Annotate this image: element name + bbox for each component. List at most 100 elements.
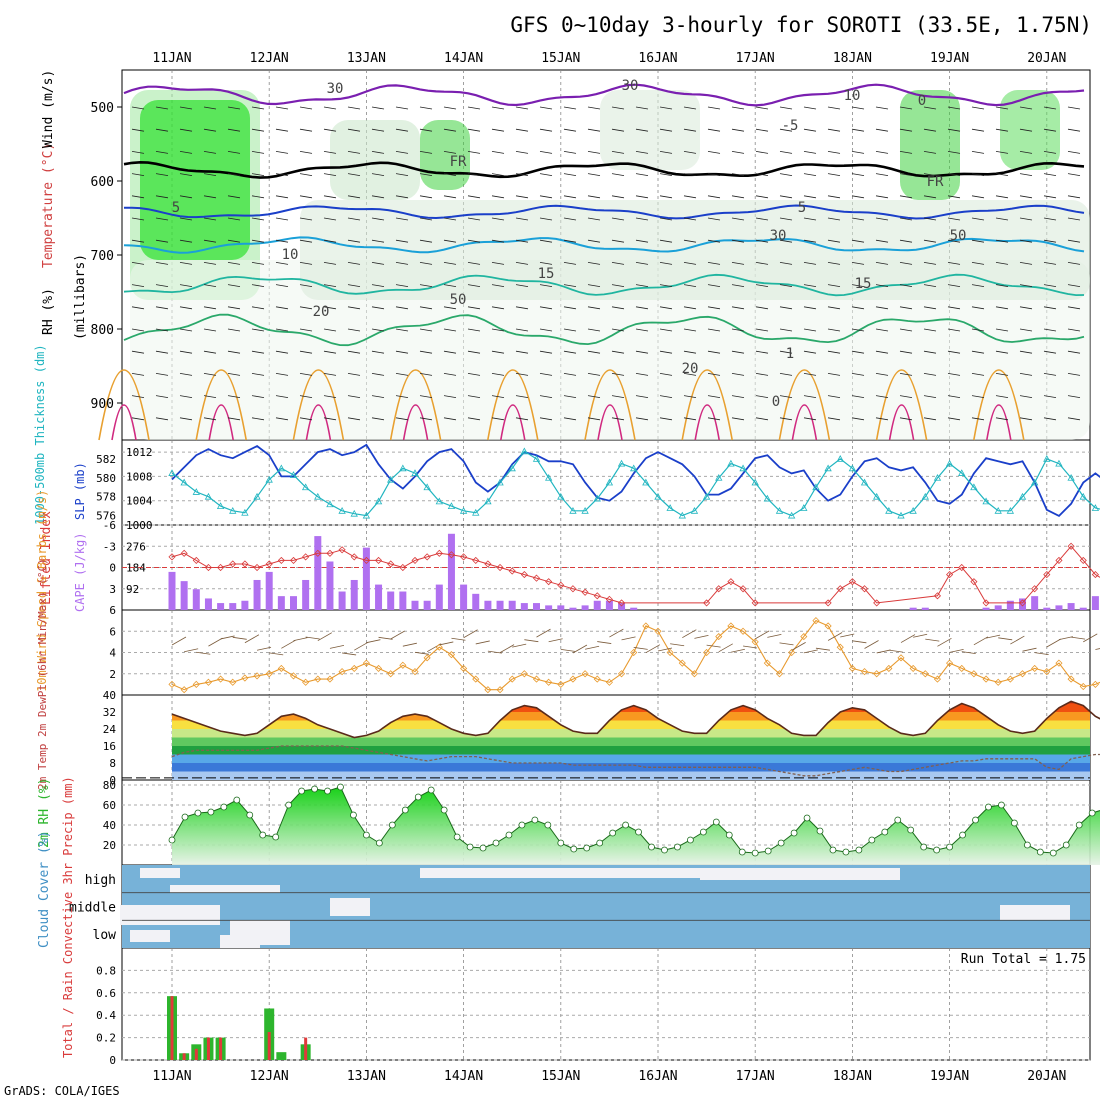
temperature-contour-line — [123, 160, 1085, 179]
wind-barb — [491, 173, 505, 176]
wind-barb — [299, 106, 313, 110]
wind-barb — [659, 350, 673, 354]
li-point — [180, 549, 188, 557]
rh2m-point — [570, 845, 578, 853]
li-point — [496, 563, 504, 572]
date-label-top: 13JAN — [347, 51, 386, 66]
wind-barb — [1067, 239, 1081, 243]
wind-barb — [275, 284, 289, 287]
thickness-point — [885, 506, 893, 514]
wind-barb — [659, 128, 673, 132]
wind-speed-point — [204, 678, 213, 686]
wind-barb — [515, 195, 529, 199]
wind-barb — [299, 373, 313, 376]
wind-barb — [275, 395, 289, 398]
wind-speed-point — [520, 670, 528, 678]
wind-barb — [179, 151, 193, 154]
wind10m-barb — [645, 644, 661, 654]
rh2m-point — [440, 806, 448, 814]
thickness-point — [387, 475, 395, 483]
cape-bar — [496, 600, 504, 610]
wind-barb — [731, 195, 745, 199]
temp-color-band — [172, 712, 1090, 721]
wind-barb — [539, 173, 553, 176]
wind-barb — [347, 239, 361, 243]
wind-barb — [179, 350, 193, 354]
li-point — [484, 560, 492, 568]
wind-barb — [731, 106, 745, 110]
rh2m-point — [725, 831, 733, 839]
wind10m-barb — [913, 633, 928, 638]
rh-shade-area — [1000, 90, 1060, 170]
wind-barb — [563, 350, 577, 354]
thickness-point — [362, 511, 371, 519]
cloud-clear-patch — [700, 868, 900, 880]
cape-bar — [302, 579, 310, 610]
wind-barb — [131, 350, 145, 354]
temp-color-band — [172, 729, 1090, 738]
thickness-point — [775, 506, 784, 514]
thickness-point — [921, 492, 929, 500]
wind-speed-point — [472, 675, 480, 683]
wind-speed-point — [727, 622, 735, 630]
rh2m-point — [699, 828, 707, 836]
wind-speed-point — [508, 675, 516, 683]
wind-barb — [275, 328, 289, 332]
wind10m-barb — [888, 649, 903, 653]
wind-barb — [683, 262, 697, 265]
wind-barb — [779, 195, 793, 199]
wind-speed-point — [617, 670, 626, 678]
wind-barb — [755, 328, 769, 332]
wind-barb — [803, 306, 817, 310]
wind-speed-point — [423, 654, 431, 662]
wind-barb — [539, 151, 553, 154]
cape-bar — [545, 605, 553, 610]
li-point — [217, 563, 225, 572]
dewpoint2m-line — [171, 745, 1100, 777]
wind-barb — [467, 239, 481, 243]
wind-barb — [803, 373, 817, 376]
wind-barb — [347, 328, 361, 332]
wind-barb — [755, 395, 769, 398]
wind-barb — [851, 239, 865, 243]
wind-barb — [467, 262, 481, 265]
wind-barb — [443, 328, 457, 332]
wind-barb — [779, 373, 793, 376]
cape-bar — [630, 607, 638, 610]
wind-barb — [683, 395, 697, 398]
wind-barb — [803, 217, 817, 221]
thickness-point — [787, 511, 796, 519]
wind-barb — [971, 151, 985, 154]
wind-speed-point — [399, 661, 407, 669]
wind10m-barb — [706, 644, 721, 648]
wind-speed-point — [1031, 664, 1039, 673]
wind-barb — [371, 395, 385, 398]
wind-barb — [635, 306, 649, 310]
wind10m-barb — [767, 633, 782, 638]
wind-barb — [971, 195, 985, 199]
li-point — [314, 549, 322, 557]
wind10m-barb — [718, 643, 733, 653]
wind-barb — [971, 373, 985, 376]
wind-barb — [1067, 284, 1081, 287]
wind-barb — [731, 328, 745, 332]
cape-tick-label: 184 — [126, 562, 146, 575]
thickness-point — [666, 504, 674, 511]
wind-barb — [995, 217, 1009, 221]
wind-barb — [179, 306, 193, 310]
wind-barb — [155, 350, 169, 354]
rh2m-point — [998, 801, 1005, 809]
wind-barb — [491, 328, 505, 332]
rh2m-point — [816, 827, 824, 835]
wind-barb — [827, 306, 841, 310]
precip-convective-bar — [219, 1037, 223, 1060]
wind-speed-point — [581, 670, 589, 678]
wind-barb — [755, 417, 769, 421]
li-point — [970, 578, 978, 586]
slp-tick-label: 1000 — [126, 519, 153, 532]
cape-bar — [229, 603, 237, 610]
wind-barb — [467, 328, 481, 332]
rh2m-point — [414, 793, 422, 801]
contour-label: 30 — [622, 78, 639, 94]
rh2m-point — [194, 809, 202, 817]
